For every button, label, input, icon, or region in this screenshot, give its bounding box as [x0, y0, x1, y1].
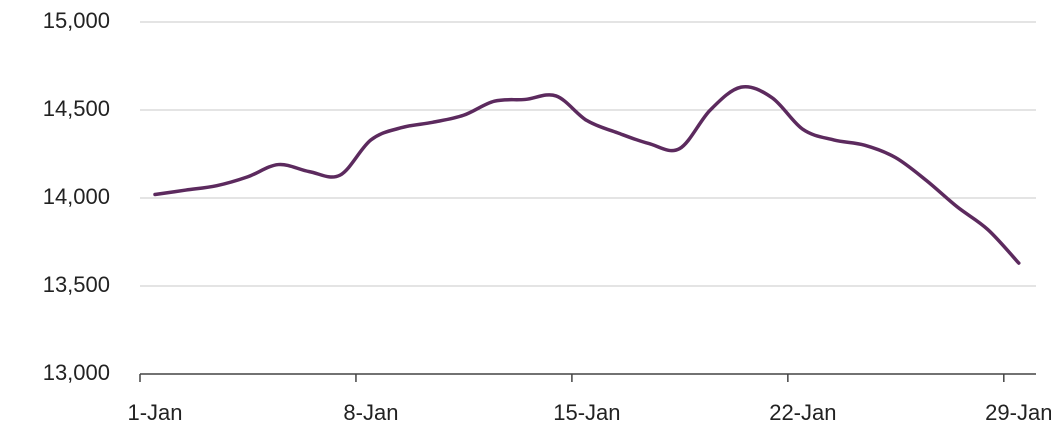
y-tick-label: 15,000: [43, 8, 110, 33]
x-tick-label: 8-Jan: [343, 400, 398, 425]
x-tick-label: 15-Jan: [553, 400, 620, 425]
y-tick-label: 14,000: [43, 184, 110, 209]
x-tick-label: 1-Jan: [127, 400, 182, 425]
line: [153, 84, 1021, 265]
y-tick-label: 13,000: [43, 360, 110, 385]
y-tick-label: 14,500: [43, 96, 110, 121]
y-tick-label: 13,500: [43, 272, 110, 297]
x-tick-label: 29-Jan: [985, 400, 1051, 425]
x-tick-label: 22-Jan: [769, 400, 836, 425]
